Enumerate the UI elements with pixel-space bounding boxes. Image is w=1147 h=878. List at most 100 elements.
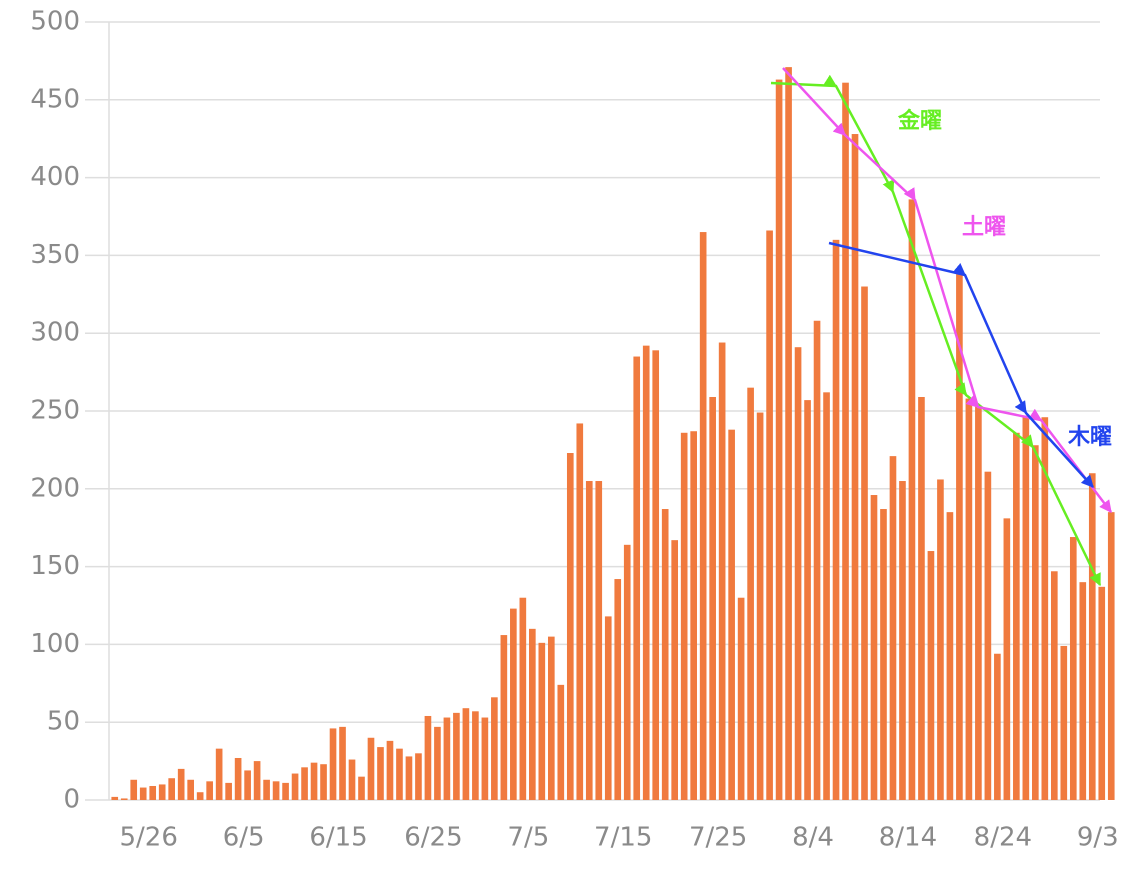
bar [263, 779, 270, 800]
y-tick-label: 0 [63, 785, 80, 815]
bar [718, 342, 726, 800]
y-tick-label: 200 [30, 473, 80, 503]
bar [1022, 415, 1030, 800]
arrow-thursday [828, 241, 1094, 488]
bar [111, 796, 119, 800]
bar [225, 782, 232, 800]
bar [775, 79, 783, 800]
bar [472, 711, 479, 800]
bar [196, 792, 204, 800]
bar [851, 134, 859, 801]
bar [680, 432, 688, 800]
bar [832, 239, 840, 801]
y-tick-label: 400 [30, 162, 80, 192]
bar [177, 768, 185, 800]
bar [595, 481, 603, 800]
bar [310, 762, 318, 800]
bar [737, 597, 745, 800]
bar [491, 697, 498, 800]
annotations: 金曜 土曜 木曜 [770, 67, 1112, 587]
bar [462, 708, 470, 800]
bar [823, 392, 830, 800]
y-tick-label: 300 [30, 318, 80, 348]
bar [975, 406, 982, 800]
bar [1098, 586, 1106, 800]
bar [566, 453, 574, 800]
bar [690, 431, 697, 800]
bar [130, 779, 138, 800]
bar [500, 635, 508, 800]
bar [139, 787, 147, 800]
x-tick-label: 7/5 [507, 823, 549, 853]
bar [699, 232, 707, 800]
bar [253, 761, 261, 800]
bar [1069, 537, 1077, 800]
bar [937, 479, 944, 800]
bar [187, 779, 194, 800]
bar [538, 642, 546, 800]
bar [377, 747, 384, 800]
bar [623, 544, 631, 800]
bar [329, 728, 337, 800]
bar [576, 423, 584, 800]
bar [291, 773, 299, 800]
bar [358, 776, 365, 800]
bar [557, 684, 565, 800]
bar [149, 785, 157, 800]
bar [301, 767, 308, 800]
bar [405, 756, 413, 800]
bar [861, 286, 868, 800]
bar [396, 748, 403, 800]
bar [453, 712, 460, 800]
bar [1060, 645, 1068, 800]
bar [367, 737, 375, 800]
bar [168, 778, 176, 800]
bar [547, 636, 555, 800]
bar [642, 345, 650, 800]
bar [794, 347, 802, 800]
bar [766, 230, 773, 800]
x-tick-label: 8/4 [792, 823, 834, 853]
bar [120, 798, 128, 800]
bar [1041, 417, 1049, 800]
y-tick-label: 350 [30, 240, 80, 270]
bar [424, 715, 432, 800]
bar [443, 717, 451, 800]
bar [709, 396, 716, 800]
bar [965, 398, 973, 800]
bar [234, 757, 242, 800]
bar [984, 471, 992, 800]
annotation-label: 木曜 [1067, 425, 1112, 450]
x-tick-label: 6/15 [309, 823, 367, 853]
bar [1088, 473, 1096, 800]
bar [908, 199, 916, 800]
bar [519, 597, 527, 800]
bar [604, 616, 612, 800]
bar [661, 509, 669, 800]
bar [785, 67, 792, 800]
bar [481, 717, 489, 800]
bar [899, 481, 906, 800]
bar [842, 82, 849, 800]
y-tick-label: 100 [30, 629, 80, 659]
bar [889, 456, 897, 800]
bar [348, 759, 356, 800]
arrow-saturday [782, 67, 1112, 513]
bar [272, 781, 280, 800]
bar [927, 551, 935, 800]
x-tick-label: 9/3 [1077, 823, 1119, 853]
x-tick-label: 7/15 [594, 823, 652, 853]
bar [870, 495, 878, 800]
y-tick-label: 150 [30, 551, 80, 581]
bar [813, 320, 821, 800]
bar [434, 726, 441, 800]
bar [282, 782, 289, 800]
x-tick-label: 6/5 [223, 823, 265, 853]
bar [215, 748, 223, 800]
y-tick-label: 50 [47, 707, 80, 737]
y-tick-label: 500 [30, 7, 80, 37]
bar [1050, 571, 1058, 800]
y-tick-label: 250 [30, 396, 80, 426]
x-tick-label: 8/14 [879, 823, 937, 853]
